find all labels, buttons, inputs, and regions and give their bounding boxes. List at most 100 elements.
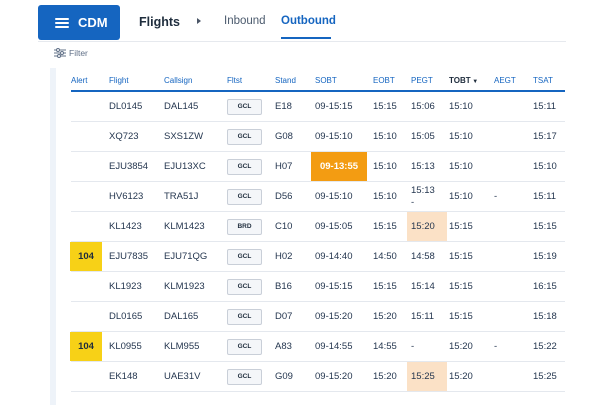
- table-row[interactable]: 104 EJU7835 EJU71QG GCL H02 09-14:40 14:50 14:5…: [70, 241, 565, 272]
- cell-fltst: GCL: [227, 121, 275, 152]
- column-header-alert[interactable]: Alert: [71, 71, 109, 91]
- cell-fltst: GCL: [227, 331, 275, 362]
- column-header-tsat[interactable]: TSAT: [533, 71, 565, 91]
- flight-status-badge: GCL: [227, 338, 262, 355]
- cell-eobt: 15:10: [373, 121, 411, 152]
- column-header-stand[interactable]: Stand: [275, 71, 315, 91]
- cell-aegt: [494, 151, 533, 182]
- column-header-eobt[interactable]: EOBT: [373, 71, 411, 91]
- filter-sliders-icon: [54, 48, 66, 58]
- table-row[interactable]: XQ723 SXS1ZW GCL G08 09-15:10 15:10 15:05 15:10…: [71, 121, 565, 152]
- alert-badge[interactable]: 104: [70, 332, 102, 361]
- cell-tobt: 15:10: [449, 91, 494, 122]
- cell-pegt: 15:13-: [411, 181, 449, 212]
- column-header-fltst[interactable]: Fltst: [227, 71, 275, 91]
- cell-fltst: GCL: [227, 91, 275, 122]
- column-header-aegt[interactable]: AEGT: [494, 71, 533, 91]
- cell-stand: C10: [275, 211, 315, 242]
- cell-stand: B16: [275, 271, 315, 302]
- column-header-label: AEGT: [494, 76, 516, 85]
- cell-stand: A83: [275, 331, 315, 362]
- cell-callsign: DAL145: [164, 91, 227, 122]
- cell-tsat: 15:11: [533, 91, 565, 122]
- tab-outbound[interactable]: Outbound: [281, 15, 336, 27]
- cell-tsat: 15:25: [533, 361, 565, 392]
- table-row[interactable]: KL1923 KLM1923 GCL B16 09-15:15 15:15 15:14 15:…: [71, 271, 565, 302]
- column-header-label: Stand: [275, 76, 296, 85]
- flight-status-badge: BRD: [227, 218, 262, 235]
- flight-status-badge: GCL: [227, 188, 262, 205]
- cell-aegt: [494, 91, 533, 122]
- chevron-right-icon: [197, 18, 201, 24]
- cell-tobt: 15:15: [449, 301, 494, 332]
- column-header-label: Alert: [71, 76, 88, 85]
- header-divider: [38, 41, 566, 42]
- flight-status-badge: GCL: [227, 308, 262, 325]
- column-header-label: PEGT: [411, 76, 433, 85]
- top-bar: CDM Flights Inbound Outbound: [38, 5, 566, 41]
- cell-sobt: 09-15:20: [315, 301, 373, 332]
- cell-stand: H02: [275, 241, 315, 272]
- cell-pegt: 15:05: [411, 121, 449, 152]
- cell-callsign: KLM955: [164, 331, 227, 362]
- cell-sobt: 09-15:20: [315, 361, 373, 392]
- alert-badge[interactable]: 104: [70, 242, 102, 271]
- cell-aegt: [494, 301, 533, 332]
- flight-status-badge: GCL: [227, 98, 262, 115]
- cell-fltst: GCL: [227, 301, 275, 332]
- brand-menu-button[interactable]: CDM: [38, 5, 120, 40]
- filter-button[interactable]: Filter: [54, 48, 88, 58]
- column-header-flight[interactable]: Flight: [109, 71, 164, 91]
- cell-alert: [71, 271, 109, 302]
- cell-sobt: 09-15:10: [315, 121, 373, 152]
- cell-tsat: 16:15: [533, 271, 565, 302]
- highlighted-value: 09-13:55: [311, 152, 367, 181]
- cell-sobt: 09-14:55: [315, 331, 373, 362]
- cell-alert: [71, 361, 109, 392]
- table-row[interactable]: HV6123 TRA51J GCL D56 09-15:10 15:10 15:13-15:…: [71, 181, 565, 212]
- cell-aegt: [494, 361, 533, 392]
- cell-pegt: 15:13: [411, 151, 449, 182]
- flight-status-badge: GCL: [227, 248, 262, 265]
- column-header-label: Flight: [109, 76, 129, 85]
- cell-pegt: -: [411, 331, 449, 362]
- cell-eobt: 14:55: [373, 331, 411, 362]
- active-tab-indicator: [281, 37, 331, 39]
- cell-alert: 104: [70, 331, 109, 362]
- flight-status-badge: GCL: [227, 368, 262, 385]
- table-row[interactable]: KL1423 KLM1423 BRD C10 09-15:05 15:15 15:20 15:…: [71, 211, 565, 242]
- cell-flight: HV6123: [109, 181, 164, 212]
- cell-tobt: 15:10: [449, 121, 494, 152]
- hamburger-menu-icon[interactable]: [55, 16, 69, 30]
- column-header-callsign[interactable]: Callsign: [164, 71, 227, 91]
- table-row[interactable]: EK148 UAE31V GCL G09 09-15:20 15:20 15:25 15:20…: [71, 361, 565, 392]
- cell-flight: KL0955: [109, 331, 164, 362]
- highlighted-value: 15:25: [407, 362, 447, 391]
- column-header-tobt[interactable]: TOBT ▼: [449, 71, 494, 91]
- cell-callsign: EJU13XC: [164, 151, 227, 182]
- cell-aegt: -: [494, 181, 533, 212]
- table-row[interactable]: DL0145 DAL145 GCL E18 09-15:15 15:15 15:06 15:1…: [71, 91, 565, 122]
- table-row[interactable]: EJU3854 EJU13XC GCL H07 09-13:55 15:10 15:13 15…: [71, 151, 565, 182]
- cell-tobt: 15:15: [449, 211, 494, 242]
- highlighted-value: 15:20: [407, 212, 447, 241]
- cell-alert: [71, 91, 109, 122]
- tab-inbound[interactable]: Inbound: [224, 15, 266, 27]
- table-row[interactable]: DL0165 DAL165 GCL D07 09-15:20 15:20 15:11 15:1…: [71, 301, 565, 332]
- page-title: Flights: [139, 15, 180, 29]
- cell-tsat: 15:22: [533, 331, 565, 362]
- column-header-sobt[interactable]: SOBT: [315, 71, 373, 91]
- cell-flight: DL0145: [109, 91, 164, 122]
- cell-aegt: -: [494, 331, 533, 362]
- cell-tsat: 15:10: [533, 151, 565, 182]
- column-header-label: TSAT: [533, 76, 553, 85]
- cell-alert: [71, 151, 109, 182]
- column-header-pegt[interactable]: PEGT: [411, 71, 449, 91]
- flight-status-badge: GCL: [227, 128, 262, 145]
- cell-tobt: 15:15: [449, 271, 494, 302]
- table-row[interactable]: 104 KL0955 KLM955 GCL A83 09-14:55 14:55-15:20…: [70, 331, 565, 362]
- column-header-label: EOBT: [373, 76, 395, 85]
- cell-eobt: 15:15: [373, 211, 411, 242]
- cell-pegt: 15:14: [411, 271, 449, 302]
- cell-pegt: 15:20: [407, 211, 449, 242]
